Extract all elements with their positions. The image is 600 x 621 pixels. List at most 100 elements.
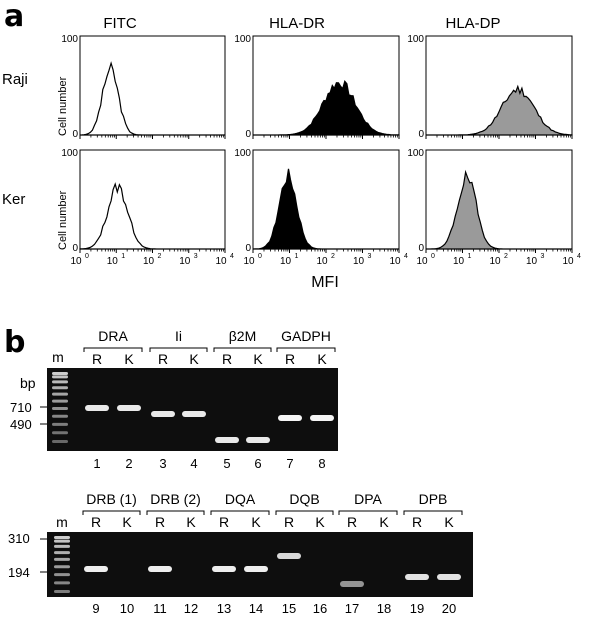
panel-b-letter: b — [4, 325, 25, 360]
lane-number: 3 — [159, 456, 166, 471]
gene-label: β2M — [229, 328, 257, 344]
gene-label: GADPH — [281, 328, 331, 344]
x-tick-exponent: 1 — [468, 253, 472, 260]
y-axis-label: Cell number — [57, 190, 69, 250]
lane-number: 19 — [410, 601, 424, 616]
gel-2-bands — [84, 553, 461, 587]
ladder-band — [54, 573, 70, 577]
x-tick-label: 10 — [453, 256, 465, 267]
y-tick-100: 100 — [234, 148, 251, 159]
gel-band — [437, 574, 461, 580]
ladder-band — [52, 414, 68, 418]
x-tick-label: 10 — [389, 256, 401, 267]
y-axis-raji-fitc: 100 0 Cell number — [57, 34, 78, 140]
sample-label: K — [189, 351, 199, 367]
gene-bracket — [338, 510, 398, 515]
histogram-ker-hla-dp — [425, 149, 573, 250]
panel-a-letter: a — [4, 0, 24, 34]
lane-number: 13 — [217, 601, 231, 616]
dna-ladder — [52, 372, 68, 443]
x-tick-label: 10 — [179, 256, 191, 267]
size-label-310: 310 — [8, 531, 30, 546]
x-tick-exponent: 0 — [85, 253, 89, 260]
gene-label: DRB (2) — [150, 491, 201, 507]
x-tick-exponent: 3 — [194, 253, 198, 260]
gene-bracket — [213, 347, 272, 352]
sample-label: R — [222, 351, 232, 367]
lane-number: 10 — [120, 601, 134, 616]
histogram-curve — [426, 169, 572, 250]
gel-2: m 310 194 9 10 11 12 13 14 15 16 17 18 19 20 DRB (1)… — [8, 491, 473, 616]
sample-label: R — [347, 514, 357, 530]
ladder-band — [54, 544, 70, 548]
x-tick-label: 10 — [562, 256, 574, 267]
gel-band — [277, 553, 301, 559]
gel-band — [85, 405, 109, 411]
y-tick-0: 0 — [418, 129, 424, 140]
x-tick-label: 10 — [107, 256, 119, 267]
x-tick-exponent: 4 — [404, 253, 408, 260]
gel-band — [310, 415, 334, 421]
x-tick-exponent: 2 — [158, 253, 162, 260]
gene-bracket — [82, 510, 141, 515]
y-tick-0: 0 — [72, 243, 78, 254]
ladder-band — [54, 539, 70, 543]
gene-label: DRA — [98, 328, 128, 344]
sample-label: K — [251, 514, 261, 530]
ladder-band — [54, 551, 70, 555]
gel-band — [278, 415, 302, 421]
ladder-band — [52, 372, 68, 375]
col-title-hla-dp: HLA-DP — [445, 15, 500, 32]
lane-number: 4 — [190, 456, 197, 471]
y-tick-100: 100 — [61, 34, 78, 45]
histogram-ker-fitc — [79, 149, 226, 250]
x-tick-exponent: 3 — [368, 253, 372, 260]
gene-label: DPA — [354, 491, 382, 507]
lane-number: 11 — [153, 601, 167, 616]
gel-2-labels: 9 10 11 12 13 14 15 16 17 18 19 20 DRB (1) R K DRB (2) R… — [82, 491, 463, 616]
lane-number: 14 — [249, 601, 263, 616]
x-tick-exponent: 2 — [504, 253, 508, 260]
ladder-band — [52, 422, 68, 426]
y-tick-100: 100 — [407, 148, 424, 159]
x-tick-exponent: 4 — [230, 253, 234, 260]
gel-band — [148, 566, 172, 572]
y-tick-0: 0 — [245, 129, 251, 140]
sample-label: K — [186, 514, 196, 530]
y-tick-0: 0 — [418, 243, 424, 254]
x-tick-label: 10 — [70, 256, 82, 267]
gel-band — [246, 437, 270, 443]
gene-label: DQA — [225, 491, 256, 507]
size-label-710: 710 — [10, 400, 32, 415]
gene-bracket — [149, 347, 208, 352]
ladder-band — [52, 399, 68, 403]
x-tick-label: 10 — [215, 256, 227, 267]
lane-number: 2 — [125, 456, 132, 471]
sample-label: K — [379, 514, 389, 530]
x-axis-label-mfi: MFI — [311, 274, 339, 291]
gel-1-bands — [85, 405, 334, 443]
gel-band — [117, 405, 141, 411]
y-axis-label: Cell number — [57, 76, 69, 136]
ladder-band — [54, 590, 70, 593]
x-axis-ticks: 10 0 10 1 10 2 10 3 10 4 10 0 10 1 10 2 10 3 10 4 10 0 10 1 10 2 1… — [70, 135, 581, 267]
x-tick-exponent: 2 — [331, 253, 335, 260]
ladder-band — [54, 557, 70, 561]
x-tick-label: 10 — [143, 256, 155, 267]
gel-band — [405, 574, 429, 580]
gel-band — [340, 581, 364, 587]
gel-band — [244, 566, 268, 572]
y-tick-100: 100 — [407, 34, 424, 45]
gene-label: DQB — [289, 491, 319, 507]
sample-label: K — [124, 351, 134, 367]
lane-number: 15 — [282, 601, 296, 616]
lane-number: 6 — [254, 456, 261, 471]
lane-number: 16 — [313, 601, 327, 616]
row-label-ker: Ker — [2, 191, 25, 208]
y-axis-raji-hla-dr: 100 0 — [234, 34, 251, 140]
histogram-raji-hla-dr — [252, 35, 400, 136]
x-tick-label: 10 — [353, 256, 365, 267]
marker-label: m — [52, 349, 64, 365]
